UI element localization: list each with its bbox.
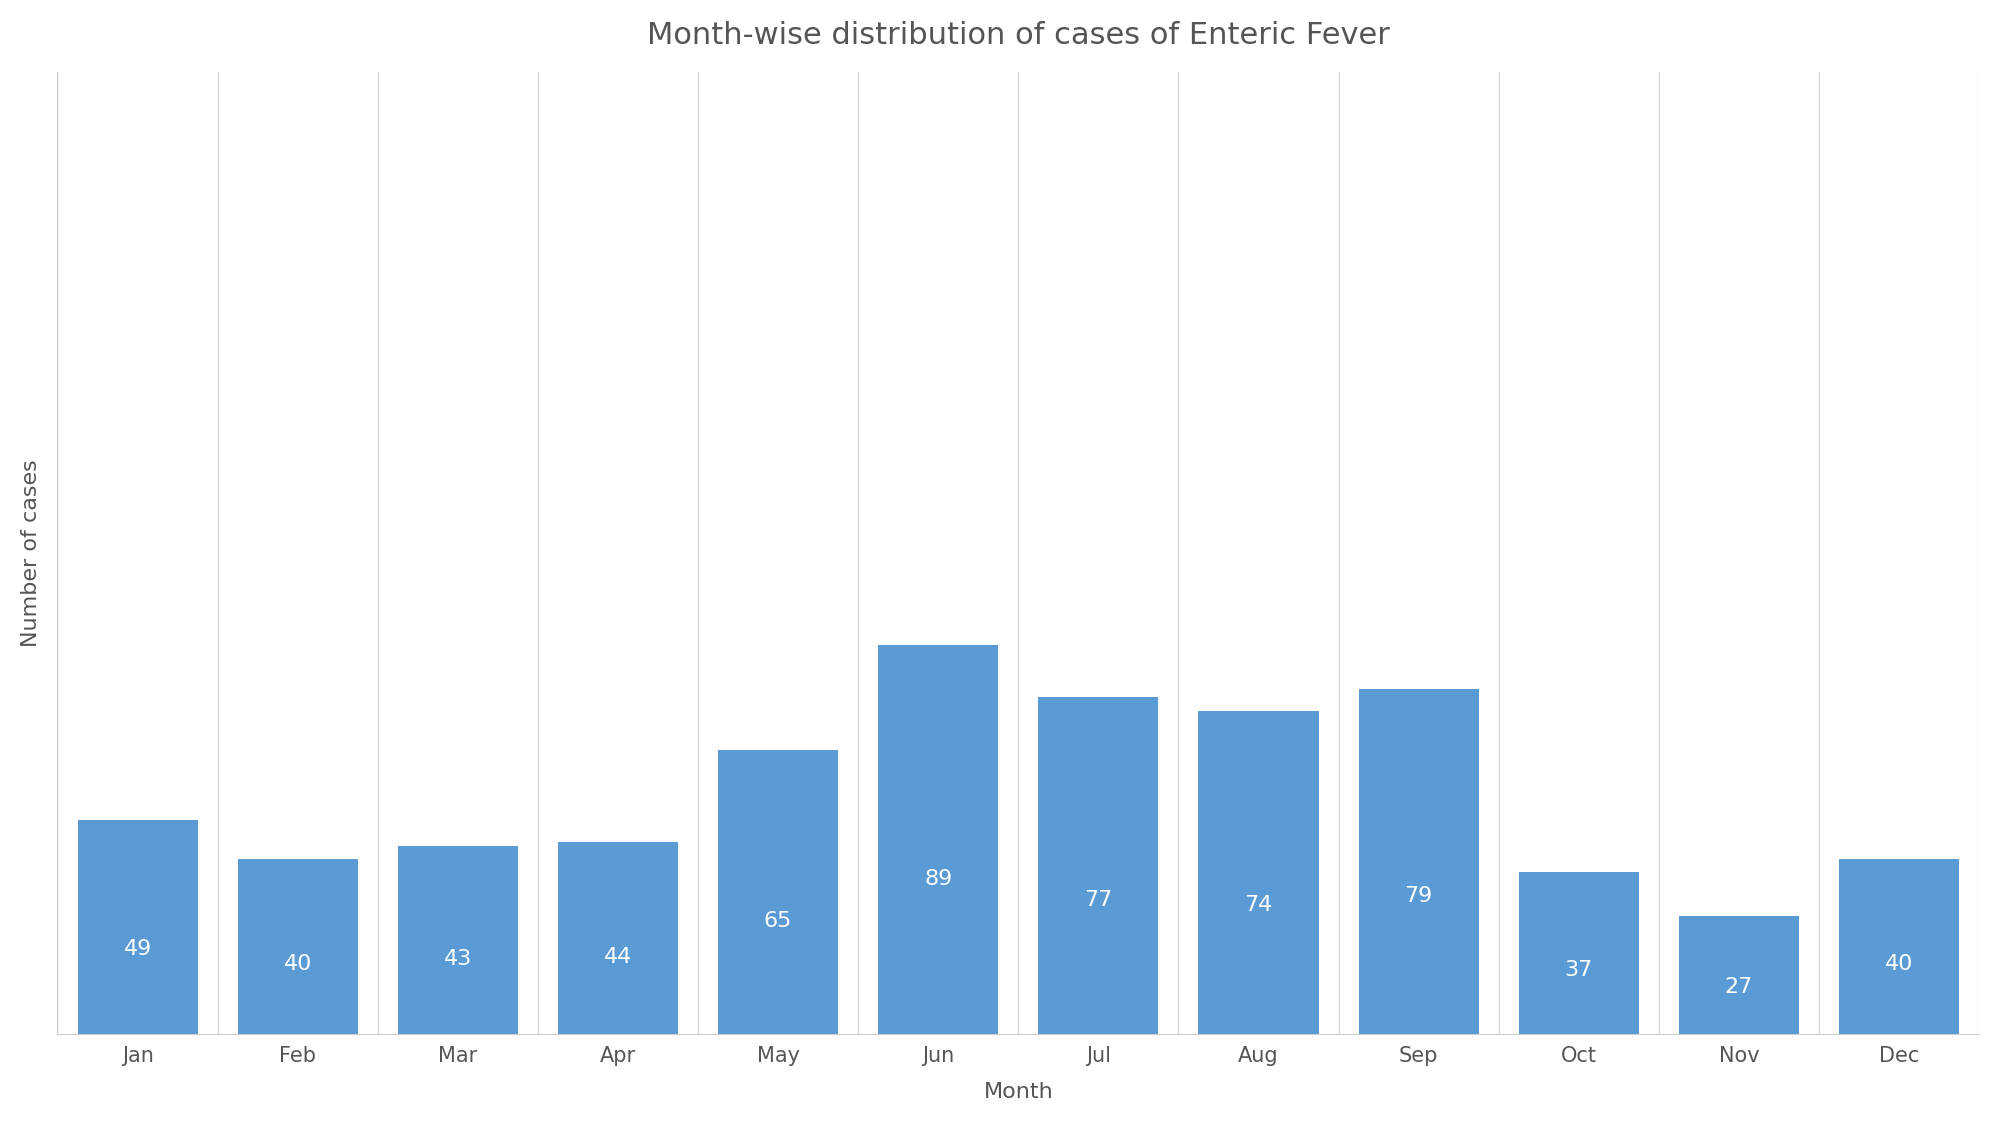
Text: 79: 79 <box>1404 886 1432 906</box>
Text: 40: 40 <box>284 955 312 975</box>
Text: 65: 65 <box>764 911 792 931</box>
Text: 44: 44 <box>604 948 632 967</box>
Bar <box>878 645 998 1034</box>
Bar <box>1038 697 1158 1034</box>
Title: Month-wise distribution of cases of Enteric Fever: Month-wise distribution of cases of Ente… <box>646 21 1390 49</box>
Bar <box>558 842 678 1034</box>
Text: 74: 74 <box>1244 895 1272 915</box>
Text: 37: 37 <box>1564 960 1592 979</box>
Text: 43: 43 <box>444 949 472 969</box>
Bar <box>398 847 518 1034</box>
X-axis label: Month: Month <box>984 1083 1054 1102</box>
Bar <box>238 859 358 1034</box>
Text: 27: 27 <box>1724 977 1754 997</box>
Text: 49: 49 <box>124 939 152 959</box>
Bar <box>1358 688 1478 1034</box>
Text: 40: 40 <box>1884 955 1914 975</box>
Bar <box>718 750 838 1034</box>
Bar <box>1678 916 1800 1034</box>
Bar <box>1840 859 1960 1034</box>
Text: 89: 89 <box>924 868 952 888</box>
Bar <box>1198 711 1318 1034</box>
Bar <box>78 820 198 1034</box>
Bar <box>1518 873 1638 1034</box>
Y-axis label: Number of cases: Number of cases <box>20 459 40 647</box>
Text: 77: 77 <box>1084 889 1112 910</box>
